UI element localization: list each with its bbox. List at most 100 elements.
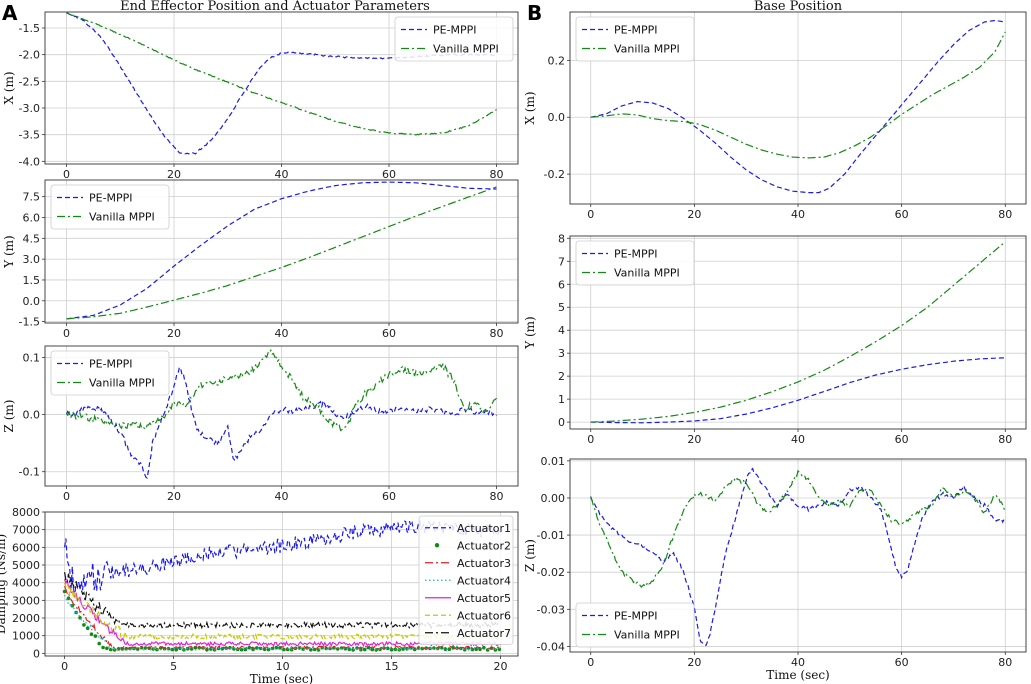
y-tick-label: -0.04 [537,640,565,653]
series-actuator4 [64,594,501,652]
series-pe-mppi [66,12,497,155]
y-tick-label: 1000 [12,630,40,643]
x-tick-label: 60 [382,327,396,340]
x-tick-label: 80 [998,433,1012,446]
x-tick-label: 40 [791,208,805,221]
y-tick-label: 0 [558,416,565,429]
data-point [220,647,225,651]
data-point [324,646,329,651]
legend: PE-MPPI Vanilla MPPI [575,240,695,286]
x-tick-label: 60 [895,433,909,446]
data-point [205,648,209,652]
x-tick-label: 20 [687,656,701,669]
x-axis-label: Time (sec) [250,672,313,684]
y-tick-label: 7.5 [23,191,41,204]
x-tick-label: 5 [170,660,177,673]
series-vanilla-mppi [66,186,497,320]
x-tick-label: 20 [687,208,701,221]
panel-a-label: A [2,1,18,25]
y-tick-label: 3.0 [23,253,41,266]
legend-box [575,16,695,62]
y-tick-label: 0.0 [23,295,41,308]
legend-label: Actuator6 [457,609,511,622]
legend-label: PE-MPPI [433,24,477,37]
series-actuator3 [64,585,501,650]
series-actuator1 [64,519,502,594]
y-tick-label: 0.0 [548,111,566,124]
y-tick-label: 1 [558,393,565,406]
series-group [66,12,497,155]
y-tick-label: 6000 [12,541,40,554]
data-point [82,623,86,627]
axes-frame [44,511,519,657]
y-axis-label: Y (m) [2,235,16,268]
y-tick-label: 3 [558,347,565,360]
x-tick-label: 60 [382,168,396,181]
y-tick-label: 0.2 [548,54,566,67]
y-tick-label: 0.1 [23,351,41,364]
x-tick-label: 80 [998,208,1012,221]
y-tick-label: -3.5 [19,129,40,142]
legend: PE-MPPI Vanilla MPPI [575,16,695,62]
data-point [389,647,394,652]
x-tick-label: 0 [61,660,68,673]
axes-ax_damp: 0 5 10 15 20 0 1000 2000 3000 4000 5000 6000 7000 800… [0,506,519,684]
legend-label: Actuator3 [457,557,511,570]
x-tick-label: 40 [791,433,805,446]
y-tick-label: 0 [33,647,40,660]
y-tick-label: -0.02 [537,566,565,579]
data-point [447,647,452,651]
legend-label: PE-MPPI [614,248,658,261]
legend-label: Actuator2 [457,539,511,552]
x-tick-label: 15 [385,660,399,673]
y-tick-label: 3000 [12,594,40,607]
legend-box [394,16,514,62]
y-axis-label: Damping (Ns/m) [0,534,8,634]
y-tick-label: 8 [558,232,565,245]
data-point [401,647,405,651]
legend-label: PE-MPPI [614,24,658,37]
legend-label: Actuator5 [457,592,511,605]
series-group [66,181,497,320]
y-tick-label: 2 [558,370,565,383]
x-tick-label: 20 [167,490,181,503]
x-tick-label: 40 [791,656,805,669]
x-tick-label: 20 [494,660,508,673]
x-tick-label: 60 [895,656,909,669]
x-tick-label: 0 [63,490,70,503]
axes-ax_bx: 0 20 40 60 80 -0.2 0.0 0.2 X (m) PE-MPPI Vanilla M… [523,11,1027,221]
data-point [85,626,90,630]
legend-label: Vanilla MPPI [433,43,499,56]
x-tick-label: 20 [167,168,181,181]
x-tick-label: 0 [63,327,70,340]
y-tick-label: 7000 [12,524,40,537]
data-point [66,596,71,600]
y-tick-label: -3.0 [19,102,40,115]
y-axis-label: Y (m) [523,316,537,349]
data-point [128,646,132,651]
axes-ax_ax: 0 20 40 60 80 -4.0 -3.5 -3.0 -2.5 -2.0 -1.5 X (m) PE… [2,11,519,181]
y-tick-label: 7 [558,255,565,268]
legend: Actuator1 Actuator2 Actuator3 Actuator4 Actu… [418,515,514,645]
y-tick-label: 0.0 [23,409,41,422]
y-tick-label: 6.0 [23,211,41,224]
y-tick-label: -0.1 [19,466,40,479]
series-pe-mppi [66,181,497,320]
data-point [93,634,98,638]
series-pe-mppi [590,467,1006,646]
y-tick-label: 4.5 [23,232,41,245]
y-axis-label: Z (m) [523,539,537,572]
series-group [590,19,1006,194]
x-tick-label: 60 [382,490,396,503]
data-point [97,641,101,646]
x-tick-label: 0 [63,168,70,181]
legend-label: PE-MPPI [89,192,133,205]
series-pe-mppi [590,357,1006,424]
legend-label: Vanilla MPPI [614,267,680,280]
series-pe-mppi [590,19,1006,194]
y-axis-label: X (m) [2,71,16,104]
series-group [590,467,1006,646]
panel-b-title: Base Position [754,0,843,14]
x-tick-label: 60 [895,208,909,221]
